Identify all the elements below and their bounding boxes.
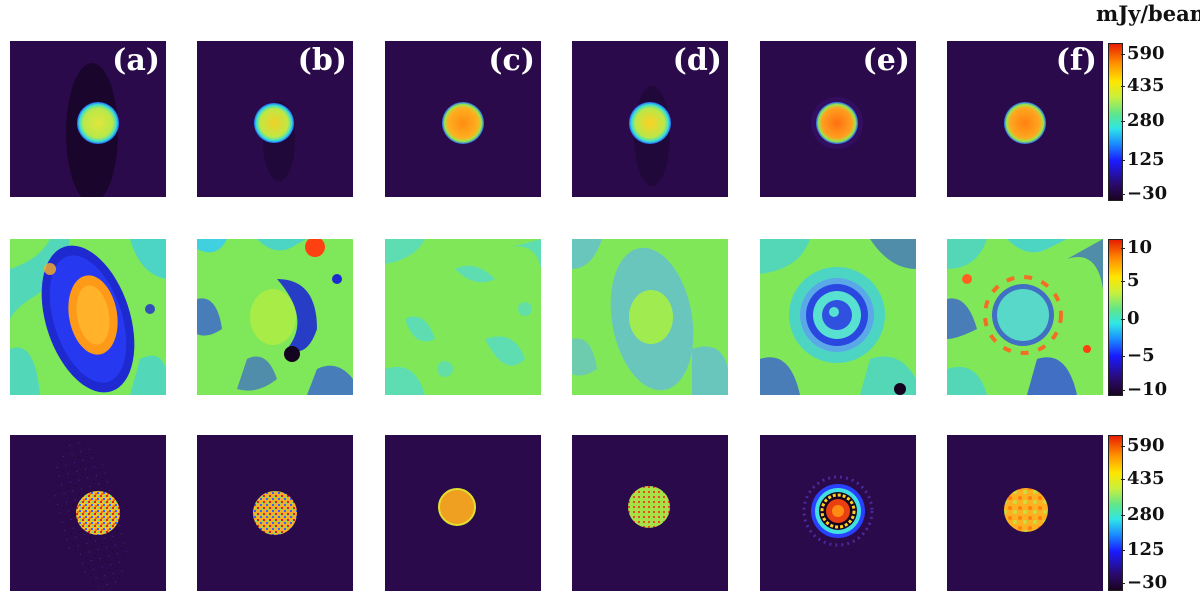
colorbar-bottom-ticks: 590 435 280 125 −30 (1120, 435, 1199, 593)
panel-bottom-d (572, 435, 728, 591)
colorbar-tick: 125 (1121, 149, 1165, 170)
panel-label: (f) (1055, 43, 1097, 78)
colorbar-unit-label: mJy/beam (1096, 1, 1200, 26)
colorbar-tick: −5 (1121, 345, 1155, 366)
colorbar-tick: 435 (1121, 75, 1165, 96)
panel-top-b: (b) (197, 41, 353, 197)
colorbar-tick: 10 (1120, 237, 1153, 258)
panel-label: (c) (488, 43, 535, 78)
colorbar-middle-ticks: 10 5 0 −5 −10 (1120, 237, 1199, 400)
panel-top-f: (f) (947, 41, 1103, 197)
panel-label: (d) (672, 43, 722, 78)
colorbar-tick: 435 (1121, 468, 1165, 489)
panel-middle-d (572, 239, 728, 395)
panel-top-c: (c) (385, 41, 541, 197)
panel-middle-a (10, 239, 166, 395)
panel-top-e: (e) (760, 41, 916, 197)
colorbar-bottom (1108, 435, 1123, 591)
colorbar-tick: 125 (1121, 539, 1165, 560)
colorbar-tick: −10 (1120, 379, 1168, 400)
colorbar-tick: −30 (1120, 183, 1168, 204)
colorbar-tick: 0 (1121, 308, 1140, 329)
panel-top-a: (a) (10, 41, 166, 197)
colorbar-tick: 280 (1121, 110, 1165, 131)
panel-bottom-e (760, 435, 916, 591)
panel-middle-f (947, 239, 1103, 395)
colorbar-top (1108, 43, 1123, 201)
colorbar-tick: 590 (1121, 43, 1165, 64)
panel-bottom-c (385, 435, 541, 591)
colorbar-middle (1108, 239, 1123, 396)
colorbar-tick: −30 (1120, 572, 1168, 593)
panel-middle-c (385, 239, 541, 395)
colorbar-top-ticks: 590 435 280 125 −30 (1120, 43, 1199, 204)
panel-middle-b (197, 239, 353, 395)
colorbar-tick: 5 (1121, 270, 1140, 291)
panel-bottom-f (947, 435, 1103, 591)
panel-label: (e) (862, 43, 910, 78)
panel-top-d: (d) (572, 41, 728, 197)
panel-label: (a) (112, 43, 160, 78)
panel-middle-e (760, 239, 916, 395)
panel-bottom-b (197, 435, 353, 591)
panel-label: (b) (297, 43, 347, 78)
colorbar-tick: 590 (1121, 435, 1165, 456)
colorbar-tick: 280 (1121, 504, 1165, 525)
panel-bottom-a (10, 435, 166, 591)
